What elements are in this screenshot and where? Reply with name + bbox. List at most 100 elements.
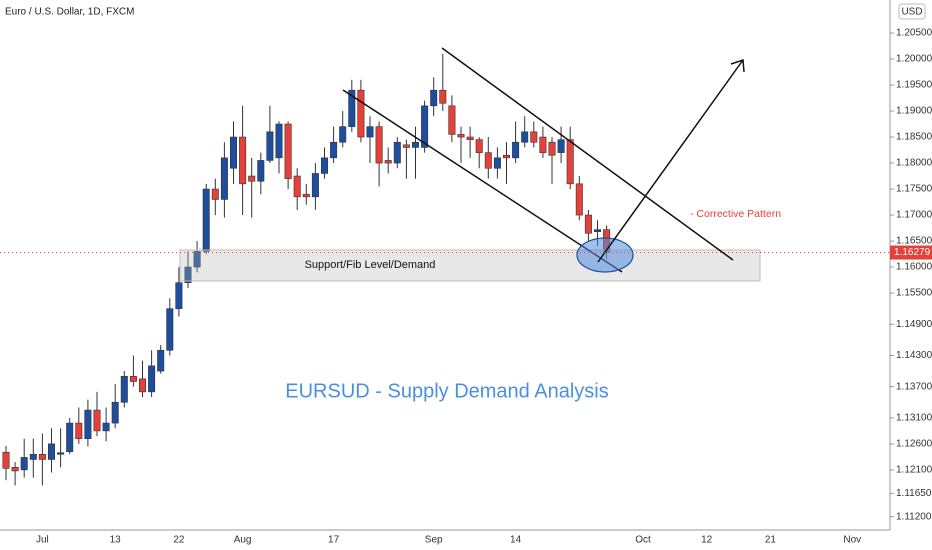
candle-body <box>2 451 10 469</box>
candle-body <box>275 123 283 159</box>
candle-body <box>311 173 319 198</box>
candle-body <box>302 193 310 198</box>
candle-body <box>66 422 74 452</box>
x-tick-label: 22 <box>173 535 185 546</box>
pattern-label: - Corrective Pattern <box>690 208 781 220</box>
channel-upper <box>441 47 734 261</box>
candle-body <box>120 375 128 403</box>
candle-body <box>366 126 374 138</box>
candle-body <box>29 453 37 460</box>
candle-body <box>266 131 274 161</box>
candle-body <box>402 144 410 148</box>
y-tick-label: 1.13700 <box>896 381 932 392</box>
candle-body <box>411 141 419 148</box>
candle-body <box>539 136 547 153</box>
candle-body <box>157 349 165 372</box>
candle-body <box>220 157 228 200</box>
support-zone <box>179 249 761 282</box>
x-tick-label: Sep <box>425 535 443 546</box>
candle-body <box>521 131 529 143</box>
candle-body <box>84 409 92 439</box>
currency-label: USD <box>901 7 922 18</box>
channel-lower <box>342 89 623 273</box>
candle-body <box>593 229 601 232</box>
candle-body <box>75 422 83 439</box>
candle-body <box>211 188 219 200</box>
y-tick-label: 1.12600 <box>896 439 932 450</box>
arrow-head <box>730 58 745 73</box>
symbol-header: Euro / U.S. Dollar, 1D, FXCM <box>5 7 134 18</box>
x-tick-label: 14 <box>510 535 522 546</box>
y-tick-label: 1.19000 <box>896 106 932 117</box>
y-tick-label: 1.20500 <box>896 28 932 39</box>
candle-body <box>466 136 474 140</box>
candle-body <box>502 154 510 159</box>
candle-body <box>47 443 55 460</box>
x-tick-label: Aug <box>234 535 252 546</box>
candle-body <box>393 141 401 164</box>
candle-body <box>248 175 256 182</box>
candle-body <box>548 141 556 156</box>
candle-body <box>129 375 137 382</box>
candle-body <box>38 453 46 460</box>
highlight-ellipse <box>576 237 634 273</box>
x-tick-label: 17 <box>328 535 340 546</box>
y-tick-label: 1.13100 <box>896 413 932 424</box>
y-tick-label: 1.11200 <box>896 511 932 522</box>
candle-body <box>439 89 447 104</box>
candle-body <box>512 141 520 159</box>
candle-body <box>421 105 429 148</box>
candle-body <box>166 308 174 351</box>
candle-body <box>20 457 28 471</box>
last-price-label: 1.16279 <box>894 247 931 258</box>
candle-body <box>584 214 592 234</box>
y-tick-label: 1.17500 <box>896 184 932 195</box>
candle-body <box>566 139 574 185</box>
candle-body <box>557 139 565 153</box>
candle-body <box>175 282 183 309</box>
candle-body <box>339 126 347 143</box>
candle-body <box>430 89 438 107</box>
y-tick-label: 1.18000 <box>896 158 932 169</box>
x-tick-label: 13 <box>110 535 122 546</box>
candle-body <box>357 89 365 138</box>
projection-arrow <box>597 59 744 263</box>
candle-body <box>111 401 119 424</box>
candle-body <box>320 157 328 174</box>
y-tick-label: 1.18500 <box>896 132 932 143</box>
y-tick-label: 1.17000 <box>896 210 932 221</box>
candle-body <box>93 409 101 432</box>
candle-body <box>193 251 201 268</box>
candle-body <box>230 136 238 169</box>
candle-body <box>384 160 392 164</box>
last-price-tag <box>890 245 932 260</box>
y-tick-label: 1.11650 <box>896 488 932 499</box>
y-tick-label: 1.20000 <box>896 54 932 65</box>
y-tick-label: 1.19500 <box>896 80 932 91</box>
candle-body <box>202 188 210 252</box>
candle-body <box>239 136 247 185</box>
x-tick-label: Oct <box>635 535 651 546</box>
candle-body <box>139 378 147 393</box>
candle-body <box>284 123 292 179</box>
y-tick-label: 1.16500 <box>896 236 932 247</box>
x-tick-label: 21 <box>765 535 777 546</box>
candle-body <box>148 365 156 393</box>
candle-body <box>184 266 192 283</box>
x-tick-label: Jul <box>36 535 49 546</box>
candle-body <box>257 160 265 182</box>
support-label: Support/Fib Level/Demand <box>305 259 436 271</box>
candle-body <box>575 183 583 216</box>
x-tick-label: 12 <box>701 535 713 546</box>
candle-body <box>530 131 538 143</box>
y-tick-label: 1.14300 <box>896 350 932 361</box>
candle-body <box>293 175 301 198</box>
candle-body <box>484 152 492 169</box>
chart-title: EURSUD - Supply Demand Analysis <box>285 380 608 402</box>
candle-body <box>11 466 19 472</box>
candle-body <box>493 157 501 169</box>
candle-body <box>475 139 483 153</box>
candle-body <box>330 141 338 159</box>
axes: 1.20500 1.20000 1.19500 1.19000 1.18500 1.180… <box>0 28 932 546</box>
